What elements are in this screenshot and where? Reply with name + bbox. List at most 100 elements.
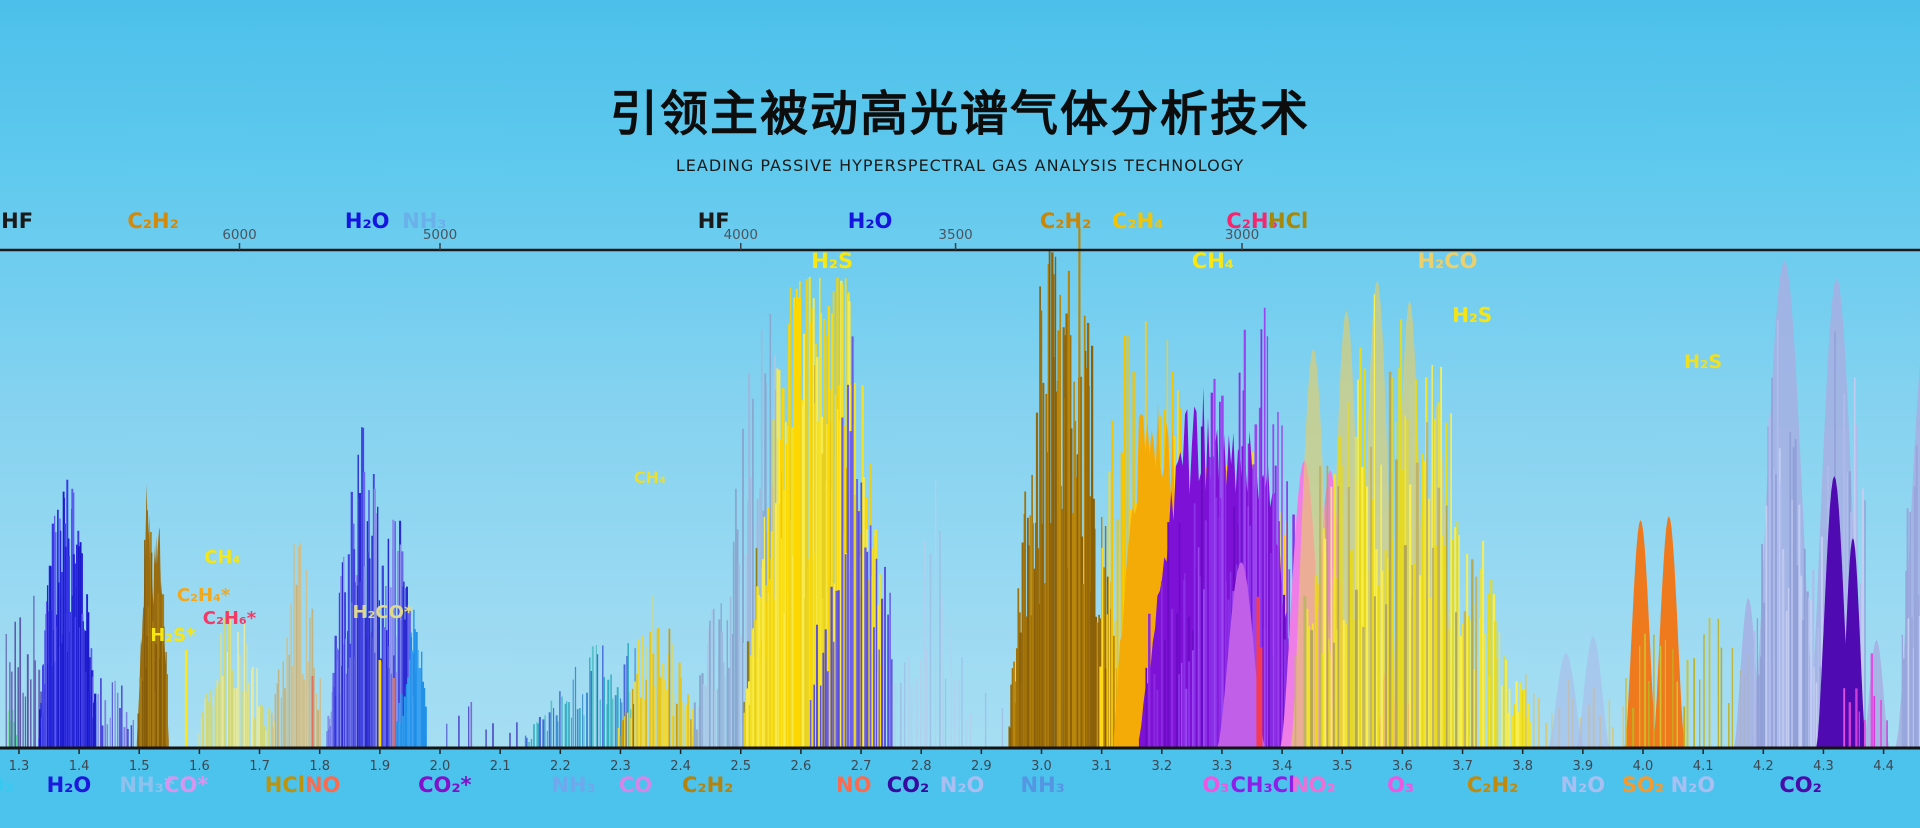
bottom-gas-label: O₂H₂ONH₃*CO*HClNOCO₂*NH₃COC₂H₂NOCO₂N₂ONH… bbox=[0, 773, 1822, 797]
bottom-gas-label-no: N₂O bbox=[1560, 773, 1605, 797]
bottom-gas-label-co: CO₂ bbox=[1779, 773, 1821, 797]
band-orchid-mound bbox=[1217, 562, 1266, 748]
bottom-gas-label-ho: H₂O bbox=[47, 773, 92, 797]
wavelength-tick-label: 2.5 bbox=[730, 759, 751, 774]
wavelength-tick-label: 2.2 bbox=[550, 759, 571, 774]
plot-gas-label: H₂S CH₄ H₂CO H₂S H₂S CH₄ CH₄ C₂H₄*C₂H₆* H₂S* H₂CO… bbox=[150, 249, 1722, 646]
wavelength-tick-label: 1.5 bbox=[129, 759, 150, 774]
band-h2o-blue bbox=[38, 479, 97, 748]
wavelength-tick-label: 3.0 bbox=[1031, 759, 1052, 774]
band-magenta-spikes bbox=[1843, 653, 1888, 748]
band-co2-indigo bbox=[1816, 476, 1867, 748]
wavelength-tick-label: 1.7 bbox=[249, 759, 270, 774]
wavenumber-tick-label: 3500 bbox=[938, 227, 972, 243]
wavelength-tick-label: 1.6 bbox=[189, 759, 210, 774]
top-gas-label-ch: C₂H₂ bbox=[1040, 209, 1091, 233]
wavelength-tick-label: 2.7 bbox=[851, 759, 872, 774]
bottom-gas-label-no: N₂O bbox=[940, 773, 985, 797]
band-co-ch4-gold bbox=[617, 596, 700, 748]
page-subtitle: LEADING PASSIVE HYPERSPECTRAL GAS ANALYS… bbox=[675, 156, 1245, 175]
band-red-stripe bbox=[1256, 596, 1263, 748]
wavelength-tick-label: 2.0 bbox=[430, 759, 451, 774]
plot-gas-label-ch: CH₄ bbox=[634, 468, 666, 487]
wavelength-tick-label: 3.6 bbox=[1392, 759, 1413, 774]
top-gas-label-ch: C₂H₄ bbox=[1112, 209, 1163, 233]
wavelength-tick-label: 3.2 bbox=[1151, 759, 1172, 774]
bottom-gas-label-o: O₂ bbox=[0, 773, 14, 797]
bottom-gas-label-hcl: HCl bbox=[265, 773, 305, 797]
wavelength-tick-label: 4.3 bbox=[1813, 759, 1834, 774]
bottom-gas-label-nh: NH₃ bbox=[551, 773, 595, 797]
plot-gas-label-hs: H₂S bbox=[1684, 351, 1722, 373]
wavenumber-tick-label: 5000 bbox=[423, 227, 457, 243]
wavelength-tick-label: 3.9 bbox=[1573, 759, 1594, 774]
band-h2co-blue bbox=[326, 427, 422, 748]
band-n2o-lavender bbox=[1548, 636, 1610, 748]
wavelength-tick-label: 2.3 bbox=[610, 759, 631, 774]
bottom-gas-label-co: CO* bbox=[164, 773, 208, 797]
wavelength-tick-label: 1.4 bbox=[69, 759, 90, 774]
top-gas-label-hf: HF bbox=[1, 209, 33, 233]
wavelength-tick-label: 1.9 bbox=[370, 759, 391, 774]
wavelength-tick-label: 4.1 bbox=[1693, 759, 1714, 774]
wavelength-tick-label: 2.1 bbox=[490, 759, 511, 774]
wavelength-tick-label: 4.0 bbox=[1633, 759, 1654, 774]
wavelength-tick-label: 2.4 bbox=[670, 759, 691, 774]
top-gas-label-ch: C₂H₂ bbox=[127, 209, 178, 233]
isolated-spectral-lines bbox=[184, 650, 1004, 748]
plot-gas-label-hco: H₂CO* bbox=[352, 602, 413, 623]
band-sparse-2um bbox=[446, 706, 518, 748]
page-title: 引领主被动高光谱气体分析技术 bbox=[609, 88, 1310, 141]
bottom-gas-label-so: SO₂ bbox=[1622, 773, 1664, 797]
plot-gas-label-hs: H₂S* bbox=[150, 625, 196, 646]
wavelength-tick-label: 3.8 bbox=[1512, 759, 1533, 774]
band-peri-stripes-edge bbox=[1901, 445, 1920, 748]
wavelength-tick-label: 3.5 bbox=[1332, 759, 1353, 774]
wavelength-tick-label: 2.8 bbox=[911, 759, 932, 774]
plot-gas-label-hs: H₂S bbox=[1452, 303, 1492, 327]
bottom-gas-label-no: NO bbox=[836, 773, 871, 797]
plot-gas-label-ch: CH₄ bbox=[1192, 249, 1234, 273]
wavenumber-tick-label: 4000 bbox=[724, 227, 758, 243]
bottom-gas-label-o: O₃ bbox=[1387, 773, 1414, 797]
band-pale-blue bbox=[894, 480, 972, 748]
plot-gas-label-ch: CH₄ bbox=[204, 547, 240, 568]
bottom-gas-label-no: NO₂ bbox=[1291, 773, 1336, 797]
wavelength-tick-label: 3.4 bbox=[1272, 759, 1293, 774]
bottom-gas-label-co: CO bbox=[619, 773, 652, 797]
band-h2o-dodger bbox=[396, 609, 427, 748]
top-gas-label-ho: H₂O bbox=[848, 209, 893, 233]
band-hcl-tan bbox=[271, 542, 321, 748]
plot-gas-label-ch: C₂H₄* bbox=[177, 585, 231, 606]
wavelength-tick-label: 4.2 bbox=[1753, 759, 1774, 774]
wavenumber-tick-label: 6000 bbox=[222, 227, 256, 243]
wavelength-tick-label: 3.3 bbox=[1212, 759, 1233, 774]
plot-gas-label-hs: H₂S bbox=[811, 249, 853, 273]
band-h2o-tail bbox=[97, 678, 134, 748]
band-violet-spikes bbox=[1178, 307, 1295, 748]
bottom-gas-label-no: N₂O bbox=[1671, 773, 1716, 797]
plot-gas-label-ch: C₂H₆* bbox=[203, 608, 257, 629]
plot-gas-label-hco: H₂CO bbox=[1417, 249, 1477, 273]
band-ch4-pale bbox=[198, 609, 276, 748]
top-gas-label-nh: NH₃ bbox=[402, 209, 446, 233]
wavelength-tick-label: 1.8 bbox=[309, 759, 330, 774]
wavenumber-tick-label: 3000 bbox=[1225, 227, 1259, 243]
band-c2h2-3um bbox=[1008, 227, 1119, 748]
wavelength-tick-label: 4.4 bbox=[1873, 759, 1894, 774]
bottom-axis: 1.3 1.4 1.5 1.6 1.7 1.8 1.9 2.0 2.1 2.2 2.3 2.4 2.5 2… bbox=[0, 746, 1920, 774]
top-gas-label-hcl: HCl bbox=[1268, 209, 1308, 233]
wavelength-tick-label: 1.3 bbox=[9, 759, 30, 774]
wavelength-tick-label: 2.6 bbox=[791, 759, 812, 774]
bottom-gas-label-nh: NH₃ bbox=[1021, 773, 1065, 797]
wavelength-tick-label: 2.9 bbox=[971, 759, 992, 774]
bottom-gas-label-nh: NH₃* bbox=[119, 773, 174, 797]
bottom-gas-label-co: CO₂* bbox=[418, 773, 471, 797]
wavelength-tick-label: 3.1 bbox=[1091, 759, 1112, 774]
top-gas-label-ch: C₂H₆ bbox=[1226, 209, 1277, 233]
bottom-gas-label-ch: C₂H₂ bbox=[682, 773, 733, 797]
bottom-gas-label-no: NO bbox=[305, 773, 340, 797]
